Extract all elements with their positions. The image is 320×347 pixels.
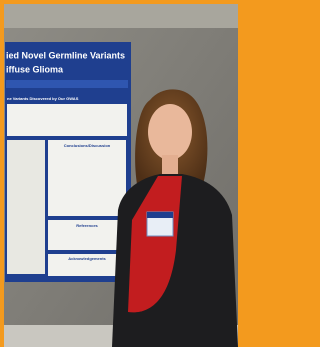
poster: ied Novel Germline Variants iffuse Gliom…: [5, 42, 131, 282]
badge-header: [147, 212, 173, 218]
authors-band: [6, 80, 128, 88]
poster-title: iffuse Glioma: [6, 64, 64, 74]
neck: [162, 155, 178, 177]
page: {"poster": {"title_line1": "ied Novel Ge…: [0, 0, 242, 347]
photo: ied Novel Germline Variants iffuse Gliom…: [0, 0, 242, 347]
poster-title: ied Novel Germline Variants: [6, 50, 125, 60]
section-title: References: [76, 223, 98, 228]
section-title: Conclusions/Discussion: [64, 143, 111, 148]
section-heading: ne Variants Discovered by Our GWAS: [7, 96, 79, 101]
results-table: [7, 104, 127, 136]
section-title: Acknowledgements: [68, 256, 106, 261]
conclusions-panel: [48, 140, 126, 216]
figure-panel: [7, 140, 45, 274]
ceiling: [4, 4, 238, 28]
face: [148, 104, 192, 160]
